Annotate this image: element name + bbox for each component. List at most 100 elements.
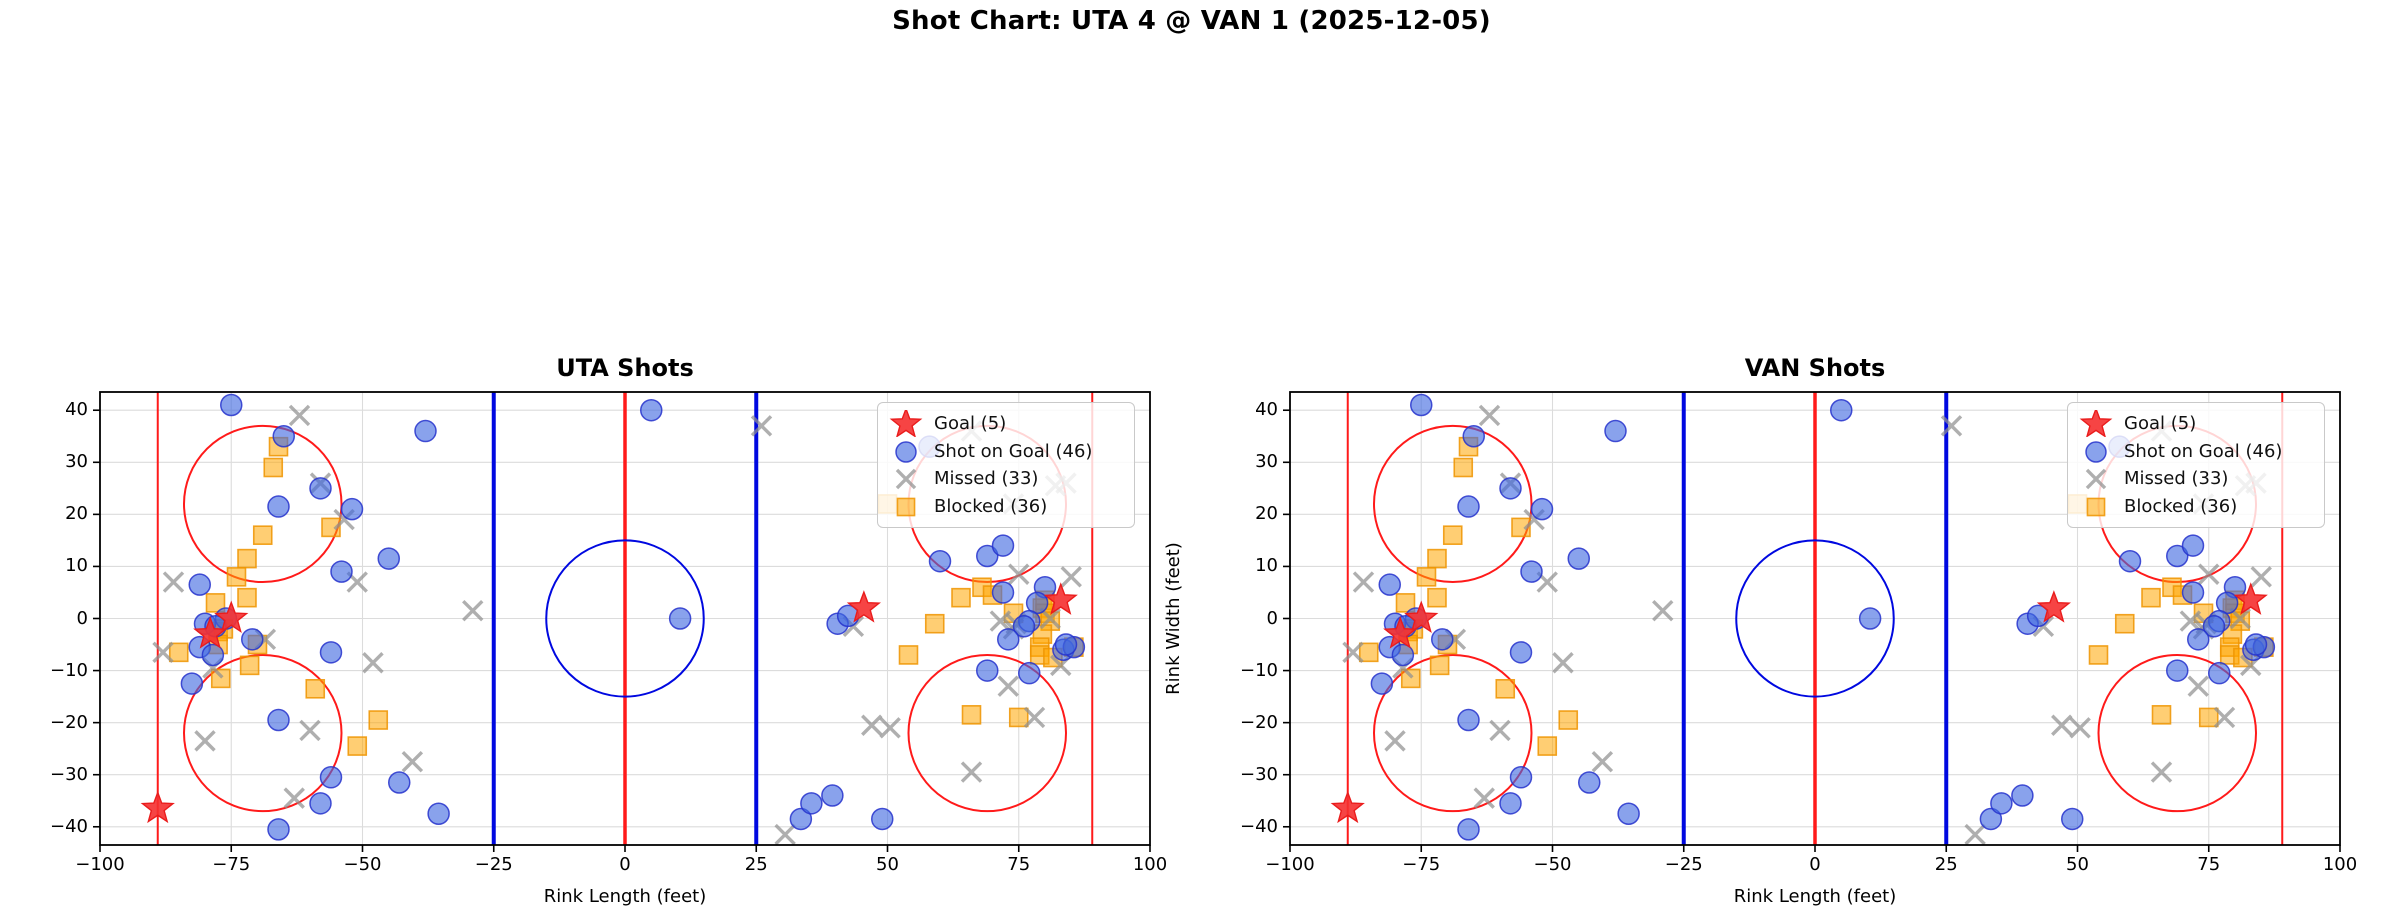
missed-marker xyxy=(1591,750,1614,773)
shot-on-goal-marker xyxy=(1370,672,1394,695)
blocked-marker xyxy=(1558,710,1579,730)
shot-on-goal-marker xyxy=(2166,544,2189,568)
tick-marks xyxy=(1283,409,2341,852)
x-axis-label: Rink Length (feet) xyxy=(543,886,707,907)
missed-marker xyxy=(1023,706,1046,729)
faceoff-circle-top-left xyxy=(183,424,343,584)
missed-marker xyxy=(362,652,384,674)
shot-on-goal-marker xyxy=(1990,792,2013,815)
blocked-marker xyxy=(1416,567,1437,587)
legend-x-icon xyxy=(886,465,926,492)
missed-marker xyxy=(2213,706,2236,729)
shot-on-goal-marker xyxy=(1457,708,1480,732)
shot-on-goal-marker xyxy=(180,672,204,695)
shot-on-goal-marker xyxy=(414,419,437,443)
legend-label: Goal (5) xyxy=(2124,413,2197,435)
x-tick-label: −100 xyxy=(1265,854,1315,875)
shot-on-goal-marker xyxy=(1520,560,1543,583)
goal-marker xyxy=(846,590,881,623)
y-tick-label: 30 xyxy=(1255,451,1278,473)
legend-label: Blocked (36) xyxy=(934,495,1048,517)
legend-star-icon xyxy=(2076,410,2116,438)
shot-on-goal-marker xyxy=(1457,818,1480,841)
shot-on-goal-marker xyxy=(319,641,343,664)
missed-marker xyxy=(750,415,773,437)
plot-title-van: VAN Shots xyxy=(1744,354,1886,382)
legend-marker-glyph xyxy=(889,410,923,438)
y-tick-label: 10 xyxy=(65,555,88,577)
legend-entry: Shot on Goal (46) xyxy=(2076,438,2314,466)
shot-on-goal-marker xyxy=(2061,807,2084,831)
blocked-marker xyxy=(1537,736,1558,756)
shot-on-goal-marker xyxy=(991,534,1015,557)
shot-on-goal-marker xyxy=(1054,633,1078,656)
shot-on-goal-marker xyxy=(2244,633,2268,656)
missed-marker xyxy=(401,750,424,773)
shot-on-goal-marker xyxy=(309,792,332,815)
shot-on-goal-marker xyxy=(319,766,343,789)
x-axis-label: Rink Length (feet) xyxy=(1733,886,1897,907)
shot-on-goal-marker xyxy=(1499,792,1522,815)
rink-markings xyxy=(156,392,1094,845)
shot-on-goal-marker xyxy=(1858,607,1882,630)
y-tick-label: −20 xyxy=(1240,711,1278,733)
missed-marker xyxy=(2187,675,2209,697)
shot-on-goal-marker xyxy=(1567,547,1590,570)
shot-on-goal-marker xyxy=(1617,802,1640,826)
missed-marker xyxy=(1478,404,1501,427)
subplot-van: VAN Shots Rink Width (feet) −100 −75 −50 −2… xyxy=(1163,354,2357,907)
blocked-marker xyxy=(226,567,247,587)
missed-marker xyxy=(162,571,185,593)
y-tick-label: −10 xyxy=(50,659,88,681)
missed-marker xyxy=(1352,571,1375,593)
legend-label: Shot on Goal (46) xyxy=(934,440,1093,462)
series-star xyxy=(140,582,1078,824)
shot-on-goal-marker xyxy=(640,398,663,422)
shot-on-goal-marker xyxy=(1018,661,1041,685)
x-tick-label: 75 xyxy=(1007,854,1031,875)
shot-on-goal-marker xyxy=(388,771,411,794)
blocked-marker xyxy=(263,457,284,478)
blocked-marker xyxy=(321,517,341,538)
shot-on-goal-marker xyxy=(976,544,999,568)
legend-entry: Missed (33) xyxy=(2076,465,2314,493)
shot-on-goal-marker xyxy=(1830,398,1853,422)
y-tick-label: 30 xyxy=(65,451,88,473)
shot-on-goal-marker xyxy=(340,497,364,521)
shot-on-goal-marker xyxy=(1457,495,1480,518)
blocked-marker xyxy=(1395,593,1416,613)
missed-marker xyxy=(283,787,305,809)
legend-label: Shot on Goal (46) xyxy=(2124,440,2283,462)
missed-marker xyxy=(1552,652,1574,674)
blocked-marker xyxy=(2141,587,2161,608)
goal-marker xyxy=(2233,582,2268,615)
legend-entry: Goal (5) xyxy=(2076,410,2314,438)
blocked-marker xyxy=(347,736,368,756)
shot-on-goal-marker xyxy=(2187,628,2210,651)
legend-entry: Missed (33) xyxy=(886,465,1124,493)
y-tick-label: 0 xyxy=(1266,607,1278,629)
blocked-marker xyxy=(205,593,226,613)
goal-marker xyxy=(2036,590,2071,623)
legend-marker-glyph xyxy=(2079,410,2113,438)
shot-on-goal-marker xyxy=(1499,477,1522,500)
x-tick-label: −50 xyxy=(1533,854,1572,875)
x-tick-label: −75 xyxy=(212,854,251,875)
x-tick-label: −75 xyxy=(1402,854,1441,875)
goal-marker xyxy=(2079,410,2113,438)
shot-on-goal-marker xyxy=(821,784,844,807)
faceoff-circle-bottom-left xyxy=(183,653,343,813)
shot-on-goal-marker xyxy=(2011,784,2034,807)
missed-marker xyxy=(1652,599,1674,622)
missed-marker xyxy=(1384,730,1406,752)
shot-on-goal-marker xyxy=(976,659,999,682)
missed-marker xyxy=(1964,823,1986,846)
figure-title: Shot Chart: UTA 4 @ VAN 1 (2025-12-05) xyxy=(892,6,1491,36)
legend-marker-glyph xyxy=(2086,497,2106,517)
missed-marker xyxy=(895,469,917,490)
blocked-marker xyxy=(924,613,945,634)
shot-on-goal-marker xyxy=(267,818,290,841)
y-tick-label: −10 xyxy=(1240,659,1278,681)
blocked-marker xyxy=(898,645,919,665)
